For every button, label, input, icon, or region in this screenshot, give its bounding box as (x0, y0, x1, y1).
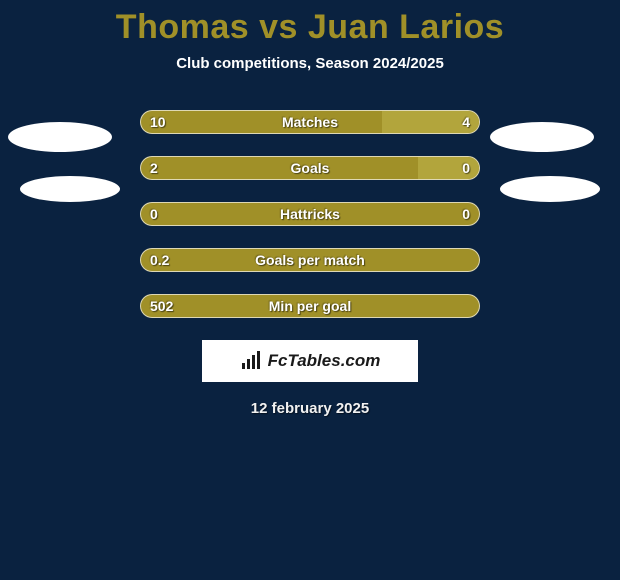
date-line: 12 february 2025 (0, 400, 620, 417)
stat-row: 502Min per goal (0, 294, 620, 318)
player-oval (20, 176, 120, 202)
bar-track (140, 202, 480, 226)
bar-track (140, 110, 480, 134)
stat-row: 00Hattricks (0, 202, 620, 226)
stat-row: 0.2Goals per match (0, 248, 620, 272)
page-subtitle: Club competitions, Season 2024/2025 (0, 55, 620, 72)
bars-icon (240, 351, 264, 371)
bar-track (140, 156, 480, 180)
logo-text: FcTables.com (268, 351, 381, 371)
player-oval (490, 122, 594, 152)
page-title: Thomas vs Juan Larios (0, 0, 620, 47)
logo: FcTables.com (240, 351, 381, 371)
player-oval (500, 176, 600, 202)
player-oval (8, 122, 112, 152)
logo-box: FcTables.com (202, 340, 418, 382)
bar-right-segment (418, 157, 479, 179)
bar-right-segment (382, 111, 479, 133)
bar-track (140, 248, 480, 272)
bar-track (140, 294, 480, 318)
